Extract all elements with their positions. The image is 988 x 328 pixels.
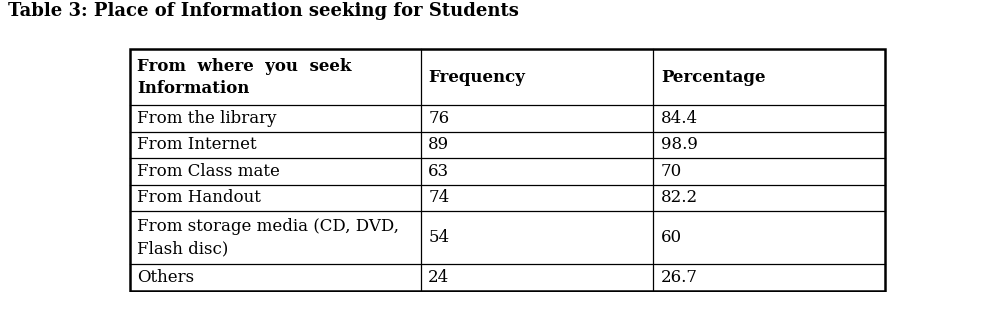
Text: 98.9: 98.9 bbox=[661, 136, 698, 154]
Text: 76: 76 bbox=[428, 110, 450, 127]
Text: 84.4: 84.4 bbox=[661, 110, 699, 127]
Text: From Handout: From Handout bbox=[137, 189, 261, 206]
Text: Frequency: Frequency bbox=[428, 69, 525, 86]
Text: 89: 89 bbox=[428, 136, 450, 154]
Text: From Class mate: From Class mate bbox=[137, 163, 281, 180]
Text: 24: 24 bbox=[428, 269, 450, 286]
Text: 54: 54 bbox=[428, 229, 450, 246]
Text: From  where  you  seek
Information: From where you seek Information bbox=[137, 58, 352, 96]
Text: Percentage: Percentage bbox=[661, 69, 766, 86]
Text: 26.7: 26.7 bbox=[661, 269, 698, 286]
Text: From the library: From the library bbox=[137, 110, 277, 127]
Text: Table 3: Place of Information seeking for Students: Table 3: Place of Information seeking fo… bbox=[8, 2, 519, 20]
Text: From Internet: From Internet bbox=[137, 136, 257, 154]
Text: 63: 63 bbox=[428, 163, 450, 180]
Text: 82.2: 82.2 bbox=[661, 189, 699, 206]
Text: 70: 70 bbox=[661, 163, 683, 180]
Text: Others: Others bbox=[137, 269, 195, 286]
Text: 60: 60 bbox=[661, 229, 682, 246]
Text: From storage media (CD, DVD,
Flash disc): From storage media (CD, DVD, Flash disc) bbox=[137, 218, 399, 257]
Text: 74: 74 bbox=[428, 189, 450, 206]
